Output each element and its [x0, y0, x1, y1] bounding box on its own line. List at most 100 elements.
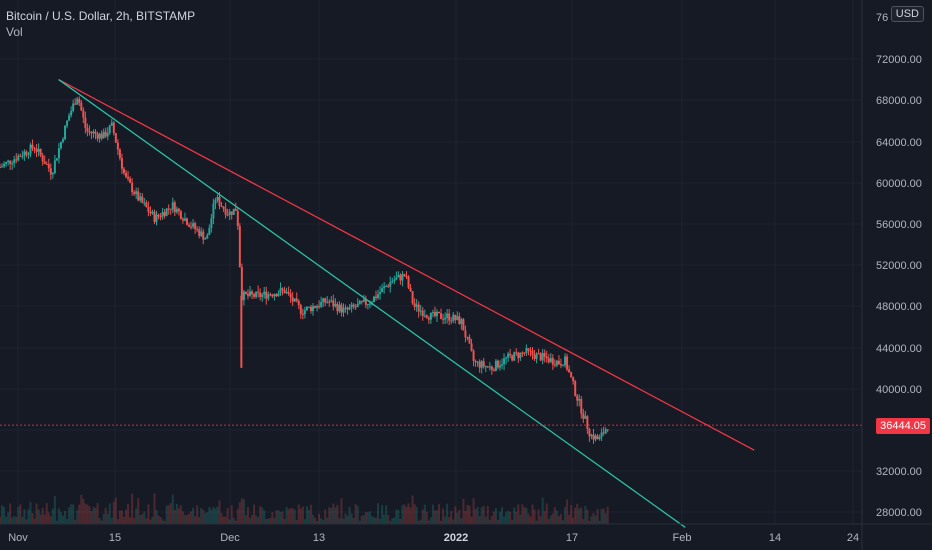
volume-bar — [188, 513, 191, 524]
lower-trendline[interactable] — [58, 79, 686, 528]
volume-bar — [110, 518, 113, 524]
candle-body — [521, 352, 524, 354]
volume-bar — [454, 506, 457, 524]
candle-body — [153, 211, 156, 222]
candle-body — [114, 133, 117, 143]
volume-bar — [210, 509, 213, 524]
symbol-title[interactable]: Bitcoin / U.S. Dollar, 2h, BITSTAMP — [6, 9, 196, 23]
candle-body — [594, 435, 597, 440]
candle-body — [265, 291, 268, 299]
volume-bar — [397, 510, 400, 524]
candle-body — [547, 358, 550, 363]
candle-body — [348, 307, 351, 310]
volume-bar — [281, 511, 284, 524]
price-tick-label: 48000.00 — [876, 301, 922, 313]
candle-body — [47, 164, 50, 169]
volume-bar — [358, 520, 361, 524]
currency-button[interactable]: USD — [890, 6, 924, 22]
volume-bar — [385, 505, 388, 524]
volume-bar — [202, 509, 205, 524]
volume-bar — [238, 502, 241, 524]
volume-bar — [348, 506, 351, 524]
volume-bar — [438, 504, 441, 524]
candle-body — [405, 276, 408, 278]
candle-body — [49, 168, 52, 175]
candle-body — [45, 163, 48, 165]
candle-body — [200, 231, 203, 236]
volume-bar — [29, 502, 32, 524]
volume-bar — [240, 498, 243, 524]
candle-body — [468, 337, 471, 344]
time-axis[interactable]: Nov 15 Dec 13 2022 17 Feb 14 24 — [8, 532, 859, 544]
price-tick-label: 28000.00 — [876, 507, 922, 519]
candle-body — [586, 416, 589, 430]
volume-bar — [135, 508, 138, 524]
candle-body — [86, 127, 89, 132]
candle-body — [490, 366, 493, 370]
candle-body — [277, 293, 280, 297]
volume-bar — [122, 516, 125, 524]
trendlines[interactable] — [58, 79, 755, 528]
volume-bar — [529, 516, 532, 524]
volume-bar — [427, 520, 430, 524]
volume-indicator-label[interactable]: Vol — [6, 25, 23, 39]
volume-bar — [179, 505, 182, 524]
volume-bar — [116, 519, 119, 524]
volume-bar — [277, 510, 280, 524]
volume-bar — [344, 513, 347, 524]
volume-bar — [102, 513, 105, 524]
candle-body — [208, 227, 211, 236]
candle-body — [255, 291, 258, 297]
volume-bar — [27, 509, 30, 524]
candle-body — [206, 235, 209, 239]
candle-body — [100, 133, 103, 139]
candle-body — [291, 297, 294, 302]
candle-body — [106, 132, 109, 137]
price-axis[interactable]: 76 72000.00 68000.00 64000.00 60000.00 56000.… — [876, 12, 922, 519]
volume-bar — [431, 504, 434, 524]
volume-bar — [466, 504, 469, 524]
volume-bar — [151, 516, 154, 524]
candle-body — [596, 435, 599, 440]
candle-body — [427, 317, 430, 320]
volume-bar — [332, 503, 335, 524]
time-tick-label: Nov — [8, 532, 28, 544]
volume-bar — [143, 511, 146, 524]
candle-body — [342, 307, 345, 313]
candle-body — [76, 98, 79, 105]
candle-body — [25, 151, 28, 155]
volume-bar — [303, 519, 306, 524]
volume-bar — [200, 507, 203, 524]
candle-body — [401, 274, 404, 281]
volume-bar — [572, 517, 575, 524]
volume-bar — [350, 513, 353, 524]
candle-body — [43, 161, 46, 164]
volume-bar — [413, 504, 416, 524]
volume-bar — [299, 508, 302, 524]
candle-body — [393, 279, 396, 282]
candle-body — [322, 298, 325, 303]
volume-bar — [106, 513, 109, 524]
candle-body — [498, 365, 501, 368]
candle-body — [334, 303, 337, 307]
candle-body — [492, 369, 495, 371]
candle-body — [74, 103, 77, 105]
volume-bar — [484, 516, 487, 524]
volume-bar — [226, 507, 229, 524]
volume-bar — [261, 507, 264, 524]
candle-body — [407, 276, 410, 288]
upper-trendline[interactable] — [58, 79, 755, 451]
candle-body — [440, 313, 443, 319]
candle-body — [375, 296, 378, 298]
volume-bar — [368, 511, 371, 524]
volume-bar — [539, 516, 542, 524]
candle-body — [35, 148, 38, 152]
candle-body — [263, 291, 266, 295]
volume-bar — [498, 511, 501, 524]
candle-body — [183, 218, 186, 221]
volume-bar — [62, 515, 65, 524]
candle-body — [470, 343, 473, 351]
volume-bar — [480, 507, 483, 524]
volume-bar — [511, 520, 514, 524]
